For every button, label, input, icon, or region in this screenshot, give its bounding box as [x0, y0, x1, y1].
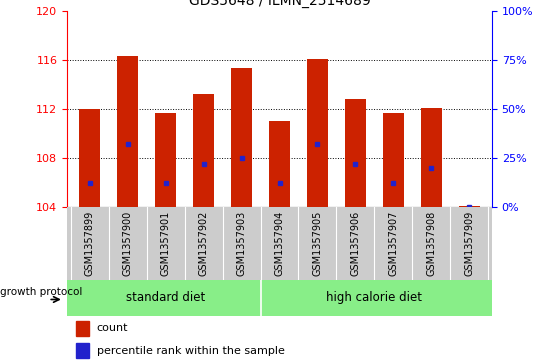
Text: GSM1357909: GSM1357909 [464, 211, 474, 276]
Bar [459, 206, 480, 207]
Bar [155, 113, 176, 207]
Text: GSM1357906: GSM1357906 [350, 211, 361, 276]
Bar [345, 99, 366, 207]
Text: GSM1357908: GSM1357908 [426, 211, 436, 276]
Text: high calorie diet: high calorie diet [326, 291, 423, 304]
Bar [231, 69, 252, 207]
Bar [193, 94, 214, 207]
Text: percentile rank within the sample: percentile rank within the sample [97, 346, 285, 356]
Bar [117, 56, 138, 207]
Bar [269, 121, 290, 207]
Text: count: count [97, 323, 129, 333]
Text: GSM1357900: GSM1357900 [123, 211, 133, 276]
Text: GSM1357901: GSM1357901 [160, 211, 170, 276]
Text: standard diet: standard diet [126, 291, 205, 304]
Bar [75, 321, 89, 336]
Text: GSM1357903: GSM1357903 [236, 211, 247, 276]
Text: GSM1357899: GSM1357899 [85, 211, 95, 276]
Bar [307, 59, 328, 207]
Title: GDS5648 / ILMN_2514689: GDS5648 / ILMN_2514689 [188, 0, 371, 8]
Bar [75, 343, 89, 358]
Text: GSM1357904: GSM1357904 [274, 211, 285, 276]
Text: GSM1357907: GSM1357907 [389, 211, 399, 276]
Text: GSM1357902: GSM1357902 [198, 211, 209, 276]
Bar [79, 109, 100, 207]
Text: growth protocol: growth protocol [0, 287, 82, 297]
Bar [421, 108, 442, 207]
Bar [383, 113, 404, 207]
Text: GSM1357905: GSM1357905 [312, 211, 323, 276]
